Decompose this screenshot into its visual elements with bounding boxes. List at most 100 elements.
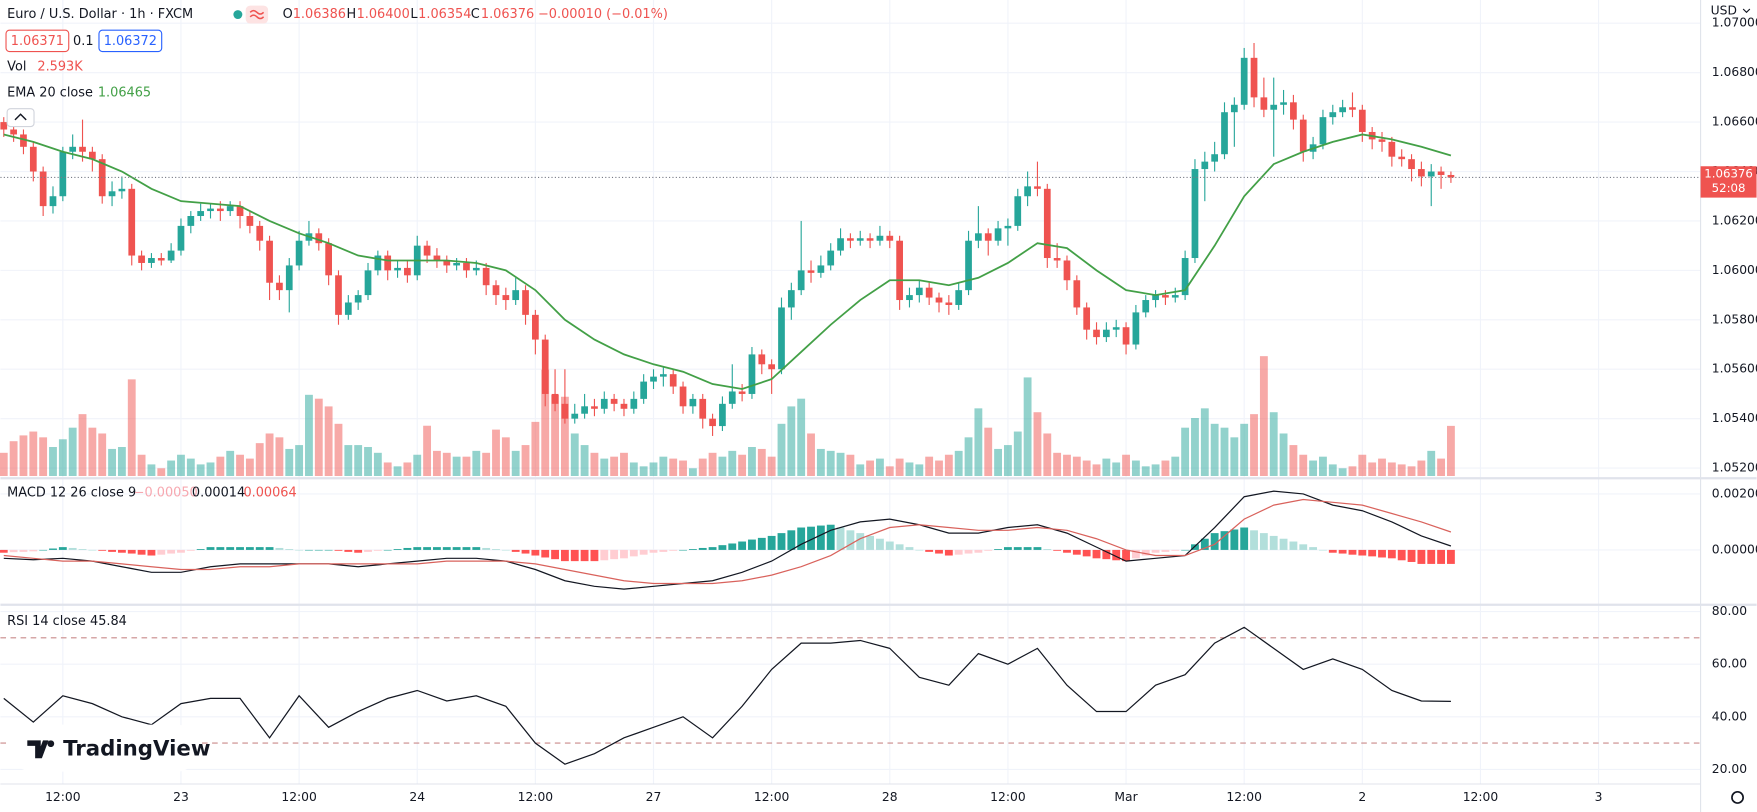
candle-body [29, 146, 37, 172]
candle-body [1250, 57, 1258, 98]
macd-histogram-bar [669, 549, 678, 551]
y-tick-label: 40.00 [1712, 709, 1747, 723]
volume-bar [1328, 464, 1337, 476]
volume-bar [777, 423, 786, 476]
macd-histogram-bar [688, 549, 697, 550]
plot-area [0, 43, 1701, 765]
candle-body [108, 191, 116, 197]
macd-histogram-bar [1141, 549, 1150, 556]
macd-histogram-bar [925, 549, 934, 552]
candle-body [837, 238, 844, 251]
bid-price[interactable]: 1.06371 [11, 34, 64, 49]
macd-histogram-bar [1210, 533, 1219, 550]
candle-body [807, 270, 815, 273]
candle-body [600, 398, 608, 409]
macd-histogram-bar [1259, 533, 1268, 550]
volume-bar [1191, 418, 1199, 476]
collapse-button[interactable] [6, 108, 35, 128]
y-tick-label: 0.00000 [1712, 542, 1757, 556]
y-tick-label: 1.06200 [1712, 213, 1757, 227]
macd-histogram-bar [98, 549, 107, 551]
volume-bar [265, 433, 274, 476]
candle-body [1162, 295, 1169, 298]
macd-histogram-bar [1033, 547, 1042, 550]
macd-histogram-bar [797, 527, 806, 550]
candle-body [453, 262, 460, 266]
candle-body [965, 240, 972, 291]
candle-body [1043, 188, 1051, 259]
candle-body [925, 287, 933, 298]
volume-bar [186, 458, 195, 476]
y-tick-label: 20.00 [1712, 762, 1747, 776]
macd-histogram-bar [1437, 549, 1445, 564]
collapse-icon [14, 113, 27, 121]
macd-histogram-bar [1250, 530, 1258, 550]
macd-histogram-bar [206, 547, 215, 550]
macd-histogram-bar [1319, 549, 1327, 551]
volume-bar [895, 458, 904, 476]
settings-icon[interactable] [1731, 791, 1744, 804]
macd-histogram-bar [836, 527, 845, 550]
macd-histogram-bar [1102, 549, 1111, 560]
volume-bar [708, 452, 717, 476]
macd-histogram-bar [127, 549, 136, 554]
candle-body [1388, 141, 1396, 157]
macd-histogram-bar [324, 549, 333, 551]
y-tick-label: 1.06800 [1712, 65, 1757, 79]
macd-histogram-bar [551, 549, 559, 560]
macd-histogram-bar [462, 547, 471, 550]
volume-bar [196, 464, 205, 476]
logo-badge[interactable] [9, 724, 200, 772]
candle-body [994, 228, 1002, 241]
candle-body [591, 406, 598, 409]
volume-bar [639, 466, 648, 476]
candle-body [236, 206, 244, 217]
sell-button[interactable] [5, 29, 70, 53]
candle-body [492, 285, 500, 296]
currency[interactable]: USD [1711, 4, 1737, 18]
change-value: −0.00010 (−0.01%) [538, 7, 668, 22]
ask-price[interactable]: 1.06372 [104, 34, 157, 49]
volume-bar [767, 456, 776, 476]
candle-body [1181, 258, 1189, 296]
volume-bar [659, 456, 668, 476]
ohlc-value: 1.06376 [481, 7, 534, 22]
candle-body [354, 295, 362, 303]
volume-bar [748, 447, 756, 476]
buy-button[interactable] [98, 29, 163, 53]
volume-bar [521, 445, 530, 476]
ohlc-label: H [347, 7, 357, 22]
candle-body [1349, 107, 1356, 110]
macd-histogram-bar [0, 549, 8, 553]
macd-histogram-bar [186, 549, 195, 551]
volume-bar [590, 452, 599, 476]
volume-bar [285, 448, 294, 476]
macd-histogram-bar [167, 549, 176, 554]
macd-histogram-bar [1122, 549, 1130, 562]
volume-bar [245, 458, 254, 476]
candle-body [335, 275, 342, 315]
macd-histogram-bar [521, 549, 530, 554]
volume-bar [482, 452, 491, 476]
candle-body [1053, 258, 1061, 261]
candle-body [551, 393, 559, 404]
candle-body [719, 403, 726, 427]
macd-histogram-bar [49, 548, 57, 550]
macd-histogram-bar [1417, 549, 1426, 564]
macd-histogram-bar [1053, 549, 1062, 551]
volume-bar [974, 408, 983, 476]
candle-body [1290, 102, 1297, 120]
macd-histogram-bar [1358, 549, 1367, 556]
candle-body [581, 406, 588, 414]
volume-bar [1092, 464, 1101, 476]
volume-bar [944, 454, 953, 476]
volume-bar [314, 398, 323, 476]
volume-bar [807, 433, 815, 476]
macd-histogram-bar [1427, 549, 1436, 564]
candle-body [1142, 300, 1150, 313]
volume-bar [373, 452, 382, 476]
volume-bar [1161, 460, 1170, 476]
volume-bar [600, 458, 609, 476]
macd-histogram-bar [354, 549, 363, 553]
